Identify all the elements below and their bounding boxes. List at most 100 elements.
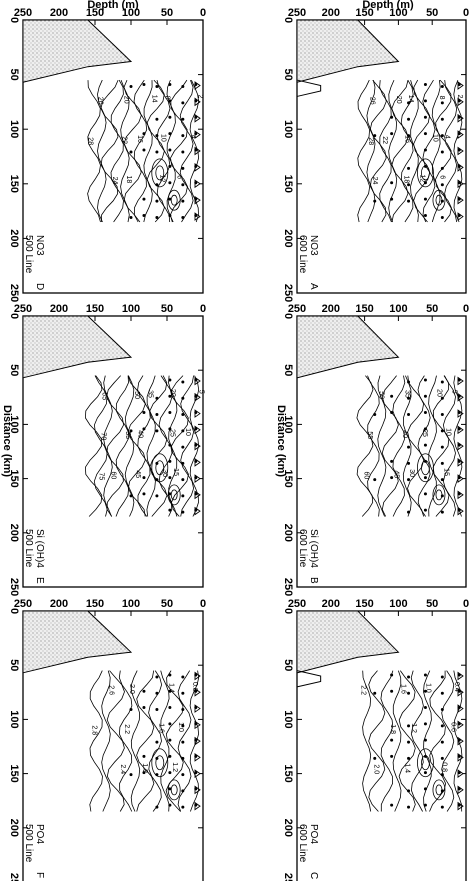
sample-point xyxy=(168,476,172,480)
sample-point xyxy=(373,691,377,695)
sample-point xyxy=(423,508,427,512)
sample-point xyxy=(194,803,198,807)
sample-point xyxy=(440,183,444,187)
sample-point xyxy=(181,183,185,187)
contour-eddy xyxy=(432,779,446,801)
sample-point xyxy=(181,510,185,514)
depth-tick-label: 100 xyxy=(122,303,140,315)
sample-point xyxy=(457,427,461,431)
panel-letter: A xyxy=(308,283,319,290)
contour-line xyxy=(402,375,412,517)
sample-point xyxy=(423,706,427,710)
depth-tick-label: 250 xyxy=(14,303,32,315)
contour-line xyxy=(381,375,399,517)
contour-line xyxy=(441,670,455,812)
sample-point xyxy=(194,132,198,136)
contour-label: 2 xyxy=(456,94,463,98)
contour-eddy xyxy=(167,189,181,211)
distance-tick-label: 150 xyxy=(8,469,20,487)
contour-label: 14 xyxy=(150,95,157,103)
sample-point xyxy=(168,771,172,775)
contour-line xyxy=(431,80,441,223)
sample-point xyxy=(423,476,427,480)
depth-tick-label: 150 xyxy=(86,303,104,315)
contour-line xyxy=(165,670,184,812)
sample-point xyxy=(373,134,377,138)
contour-eddy xyxy=(167,779,181,801)
sample-point xyxy=(168,197,172,201)
sample-point xyxy=(407,478,411,482)
sample-point xyxy=(181,691,185,695)
depth-tick-label: 0 xyxy=(463,303,469,315)
distance-tick-label: 150 xyxy=(8,764,20,782)
sample-point xyxy=(390,738,394,742)
contour-label: 15 xyxy=(443,468,450,476)
contour-eddy xyxy=(155,460,165,476)
contour-label: 10 xyxy=(432,134,439,142)
sample-point xyxy=(457,443,461,447)
distance-tick-label: 150 xyxy=(282,175,294,193)
sample-point xyxy=(142,411,146,415)
sample-point xyxy=(457,722,461,726)
depth-tick-label: 200 xyxy=(322,303,340,315)
contour-line xyxy=(179,79,194,223)
contour-line xyxy=(392,375,406,517)
panel-frame xyxy=(22,19,204,294)
contour-line xyxy=(115,375,130,517)
contour-label: 35 xyxy=(147,390,154,398)
contour-line xyxy=(380,670,394,812)
distance-tick-label: 250 xyxy=(8,578,20,596)
panel-b: 0501001502002500501001502002505101520253… xyxy=(282,303,469,596)
sample-point xyxy=(407,117,411,121)
contour-line xyxy=(369,79,387,223)
contour-eddy xyxy=(167,484,181,506)
sample-point xyxy=(440,675,444,679)
sample-point xyxy=(129,85,133,89)
contour-label: 22 xyxy=(381,136,388,144)
sample-point xyxy=(181,101,185,105)
sample-point xyxy=(440,380,444,384)
distance-tick-label: 150 xyxy=(8,175,20,193)
shelf-bathymetry xyxy=(22,315,133,379)
depth-tick-label: 100 xyxy=(389,303,407,315)
sample-point xyxy=(142,197,146,201)
sample-point xyxy=(390,754,394,758)
distance-tick-label: 50 xyxy=(282,68,294,80)
sample-point xyxy=(423,197,427,201)
sample-point xyxy=(194,214,198,218)
distance-tick-label: 200 xyxy=(282,229,294,247)
sample-point xyxy=(168,508,172,512)
contour-label: 28 xyxy=(367,137,374,145)
contour-label: 20 xyxy=(169,389,176,397)
sample-point xyxy=(142,754,146,758)
sample-point xyxy=(373,756,377,760)
panel-f: 0501001502002500501001502002500.81.01.21… xyxy=(8,598,206,881)
distance-tick-label: 200 xyxy=(8,229,20,247)
sample-point xyxy=(181,445,185,449)
contour-eddy xyxy=(170,194,178,206)
sample-point xyxy=(168,706,172,710)
depth-tick-label: 0 xyxy=(200,303,206,315)
sample-point xyxy=(142,148,146,152)
sample-point xyxy=(457,771,461,775)
sample-point xyxy=(194,411,198,415)
contour-label: 26 xyxy=(368,97,375,105)
contour-eddy xyxy=(421,755,430,771)
sample-point xyxy=(440,413,444,417)
sample-point xyxy=(390,394,394,398)
contour-label: 40 xyxy=(401,430,408,438)
contour-line xyxy=(158,375,173,517)
distance-axis-title-left: Distance (km) xyxy=(1,405,13,477)
depth-axis-title-left: Depth (m) xyxy=(87,0,139,11)
sample-point xyxy=(181,773,185,777)
sample-point xyxy=(423,771,427,775)
distance-tick-label: 200 xyxy=(282,819,294,837)
sample-point xyxy=(407,183,411,187)
contour-label: 12 xyxy=(419,174,426,182)
sample-point xyxy=(407,675,411,679)
sample-point xyxy=(440,150,444,154)
contour-line xyxy=(189,670,200,812)
sample-point xyxy=(194,459,198,463)
contour-line xyxy=(356,375,374,517)
